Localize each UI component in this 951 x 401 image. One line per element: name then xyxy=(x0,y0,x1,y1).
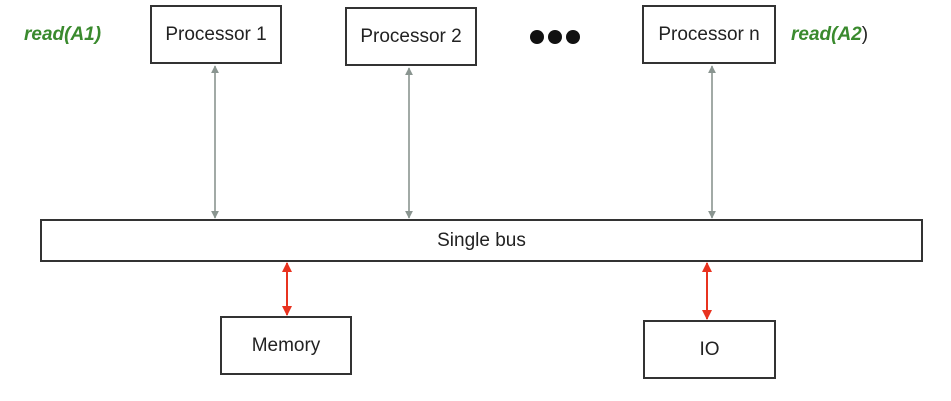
single-bus-label: Single bus xyxy=(437,229,526,251)
io-box: IO xyxy=(643,320,776,379)
read-a1-operation: read(A1) xyxy=(24,24,102,45)
ellipsis-dot xyxy=(566,30,580,44)
processor-2-label: Processor 2 xyxy=(360,25,462,47)
memory-label: Memory xyxy=(251,334,321,356)
io-label: IO xyxy=(699,338,720,360)
processor-1-box: Processor 1 xyxy=(150,5,282,64)
processor-n-box: Processor n xyxy=(642,5,776,64)
processor-n-label: Processor n xyxy=(658,23,760,45)
single-bus: Single bus xyxy=(40,219,923,262)
ellipsis-dots xyxy=(530,30,580,44)
processor-1-label: Processor 1 xyxy=(165,23,267,45)
read-a2-operation: read(A2) xyxy=(791,24,868,46)
processor-2-box: Processor 2 xyxy=(345,7,477,66)
ellipsis-dot xyxy=(530,30,544,44)
read-a2-close-paren: ) xyxy=(861,24,869,45)
memory-box: Memory xyxy=(220,316,352,375)
ellipsis-dot xyxy=(548,30,562,44)
read-a2-text: read(A2 xyxy=(791,24,862,45)
